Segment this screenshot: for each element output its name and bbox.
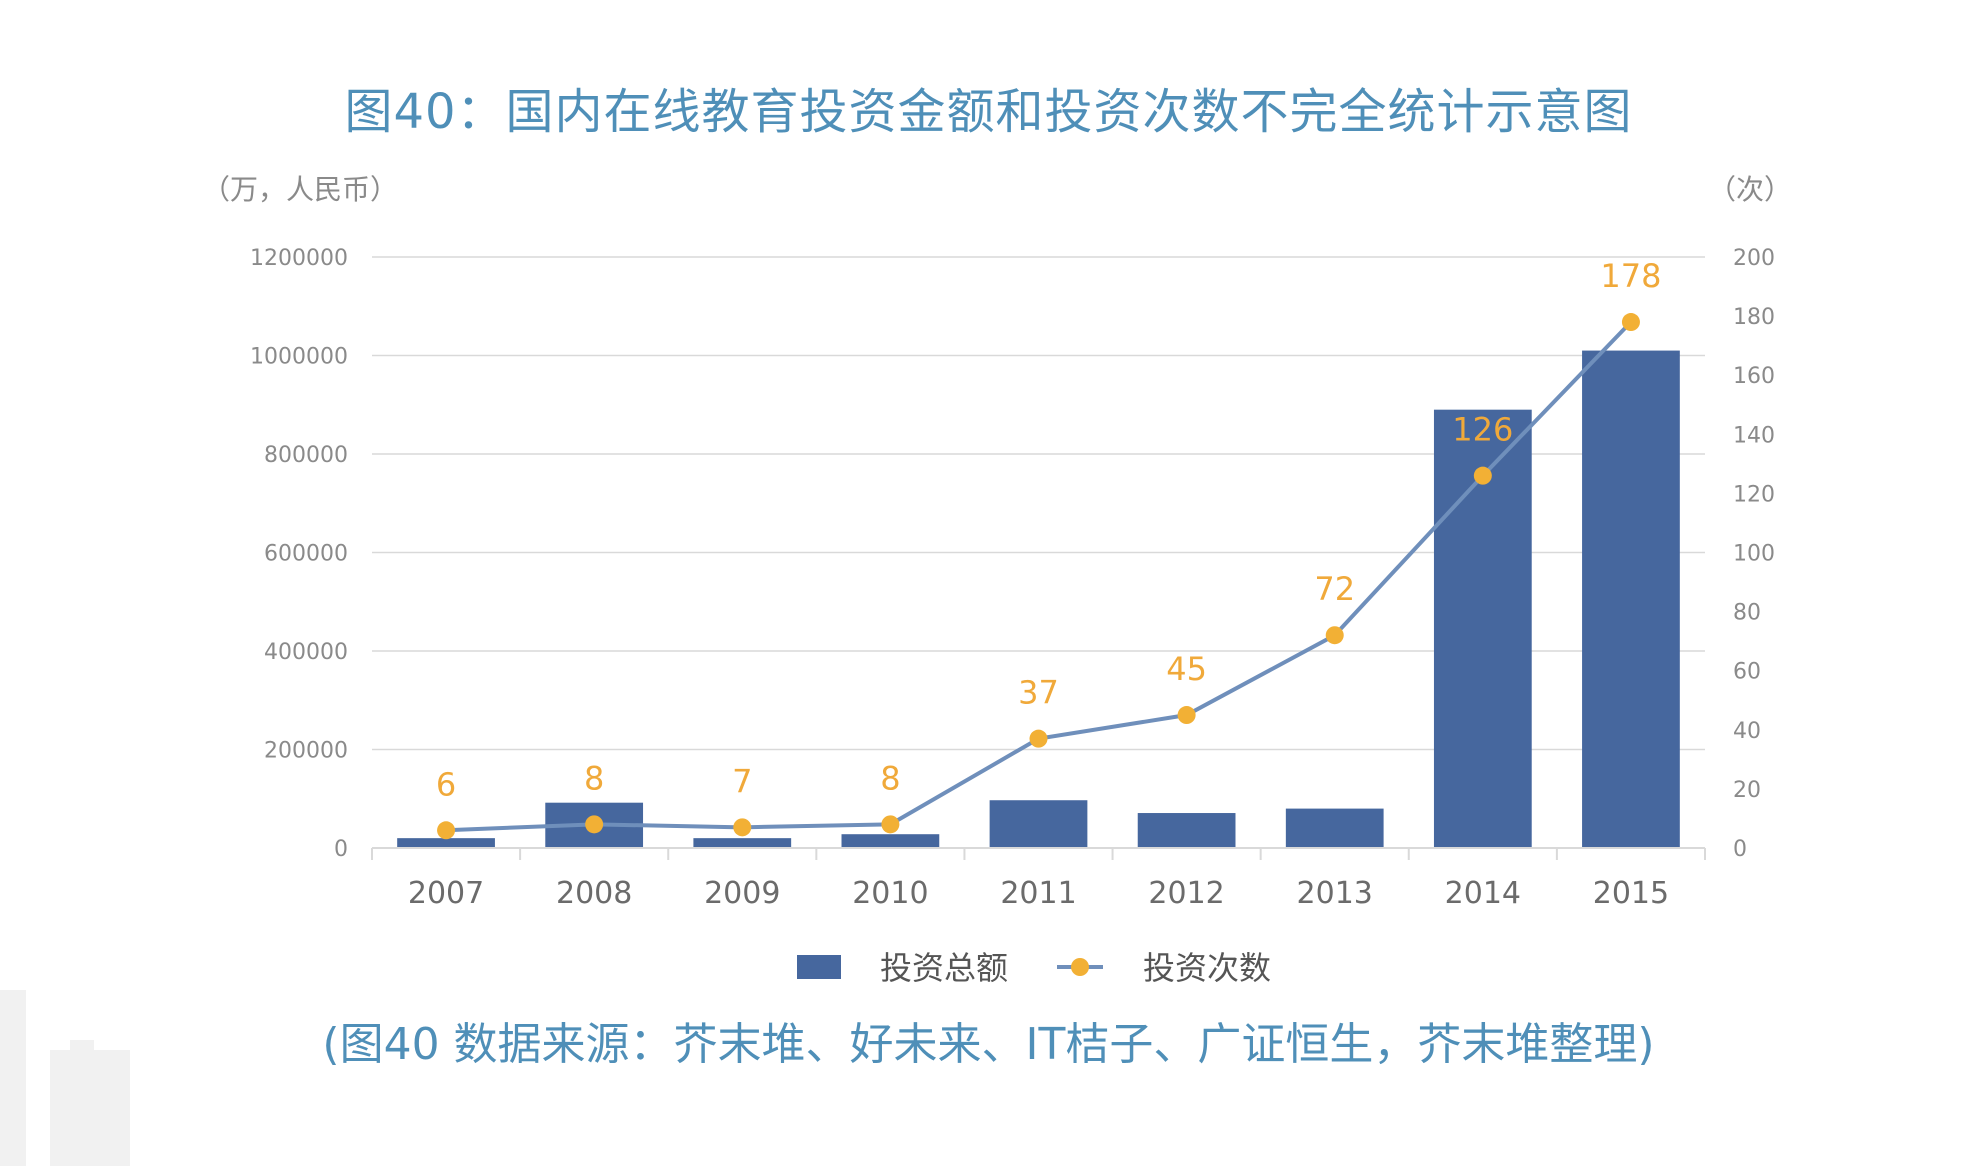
right-tick-label: 60 — [1733, 660, 1761, 685]
category-label: 2013 — [1297, 876, 1373, 911]
decorative-building-shape — [70, 1040, 94, 1054]
count-value-label: 6 — [436, 765, 456, 803]
right-tick-label: 120 — [1733, 482, 1775, 507]
count-marker-2013 — [1325, 626, 1344, 645]
left-tick-label: 0 — [334, 837, 348, 862]
count-value-label: 37 — [1018, 674, 1059, 712]
right-tick-label: 140 — [1733, 423, 1775, 448]
count-value-label: 178 — [1600, 257, 1661, 295]
category-label: 2009 — [704, 876, 780, 911]
category-label: 2012 — [1148, 876, 1224, 911]
category-label: 2010 — [852, 876, 928, 911]
bar-2013 — [1285, 808, 1384, 848]
count-marker-2011 — [1029, 729, 1048, 748]
category-label: 2008 — [556, 876, 632, 911]
legend-bar-label: 投资总额 — [880, 949, 1008, 987]
left-tick-label: 800000 — [264, 443, 348, 468]
category-label: 2014 — [1445, 876, 1521, 911]
count-marker-2007 — [437, 821, 456, 840]
count-value-label: 8 — [880, 759, 900, 797]
source-note: (图40 数据来源：芥末堆、好未来、IT桔子、广证恒生，芥末堆整理) — [322, 1019, 1655, 1070]
left-tick-label: 1000000 — [250, 345, 348, 370]
count-value-label: 72 — [1314, 570, 1355, 608]
right-tick-label: 180 — [1733, 305, 1775, 330]
right-tick-label: 100 — [1733, 542, 1775, 567]
right-tick-label: 40 — [1733, 719, 1761, 744]
left-tick-label: 600000 — [264, 542, 348, 567]
right-tick-label: 0 — [1733, 837, 1747, 862]
bar-2009 — [693, 838, 792, 848]
decorative-building-shape — [0, 990, 26, 1166]
bar-2007 — [397, 838, 495, 848]
right-tick-label: 20 — [1733, 778, 1761, 803]
decorative-building-shape — [50, 1050, 130, 1166]
bar-2010 — [841, 834, 940, 848]
right-axis-unit: （次） — [1708, 173, 1793, 206]
count-marker-2010 — [881, 815, 900, 834]
left-tick-label: 200000 — [264, 739, 348, 764]
right-tick-label: 80 — [1733, 601, 1761, 626]
count-value-label: 45 — [1166, 650, 1207, 688]
right-tick-label: 160 — [1733, 364, 1775, 389]
left-tick-label: 400000 — [264, 640, 348, 665]
count-marker-2012 — [1177, 706, 1196, 725]
category-label: 2007 — [408, 876, 484, 911]
right-tick-label: 200 — [1733, 246, 1775, 271]
count-marker-2015 — [1621, 313, 1640, 332]
legend-marker-swatch — [1071, 958, 1089, 976]
left-tick-label: 1200000 — [250, 246, 348, 271]
bar-2012 — [1137, 813, 1236, 848]
legend-line-label: 投资次数 — [1143, 949, 1271, 987]
count-marker-2014 — [1473, 466, 1492, 485]
count-value-label: 7 — [732, 762, 752, 800]
bar-2015 — [1582, 350, 1680, 848]
bar-2011 — [989, 800, 1088, 848]
count-value-label: 8 — [584, 759, 604, 797]
count-marker-2008 — [585, 815, 604, 834]
category-label: 2015 — [1593, 876, 1669, 911]
left-axis-unit: （万，人民币） — [202, 173, 399, 206]
legend-bar-swatch — [797, 955, 841, 979]
chart-title: 图40：国内在线教育投资金额和投资次数不完全统计示意图 — [344, 84, 1633, 140]
count-value-label: 126 — [1452, 411, 1513, 449]
category-label: 2011 — [1000, 876, 1076, 911]
count-marker-2009 — [733, 818, 752, 837]
